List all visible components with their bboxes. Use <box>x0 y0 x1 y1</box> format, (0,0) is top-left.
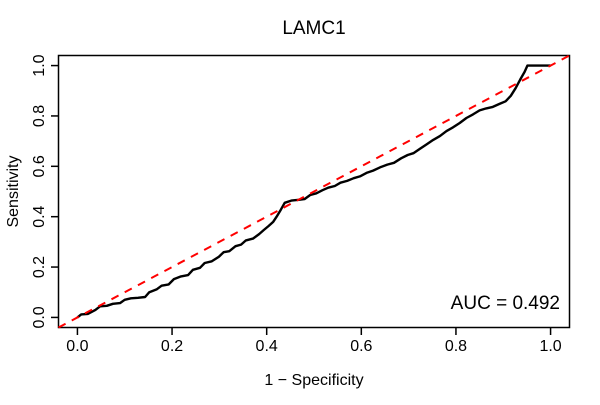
chart-title: LAMC1 <box>282 18 345 39</box>
x-axis-tick-label: 0.4 <box>256 338 278 355</box>
x-axis-tick-label: 0.0 <box>66 338 88 355</box>
series-lines <box>58 54 570 329</box>
y-axis-tick-label: 0.0 <box>31 306 48 328</box>
y-axis-tick-label: 1.0 <box>31 54 48 76</box>
y-axis-tick-label: 0.4 <box>31 205 48 227</box>
x-axis: 0.0 0.2 0.4 0.6 0.8 1.0 <box>66 327 562 355</box>
x-axis-tick-label: 0.8 <box>445 338 467 355</box>
plot-box <box>57 54 571 329</box>
y-axis-tick-label: 0.2 <box>31 256 48 278</box>
auc-annotation: AUC = 0.492 <box>451 293 560 314</box>
y-axis: 0.0 0.2 0.4 0.6 0.8 1.0 <box>31 54 59 329</box>
x-axis-label: 1 − Specificity <box>264 372 363 389</box>
y-axis-tick-label: 0.8 <box>31 105 48 127</box>
x-axis-tick-label: 0.2 <box>161 338 183 355</box>
y-axis-tick-label: 0.6 <box>31 155 48 177</box>
y-axis-label: Sensitivity <box>5 155 22 227</box>
chance-diagonal-line <box>58 54 570 329</box>
x-axis-tick-label: 1.0 <box>539 338 561 355</box>
x-axis-tick-label: 0.6 <box>350 338 372 355</box>
